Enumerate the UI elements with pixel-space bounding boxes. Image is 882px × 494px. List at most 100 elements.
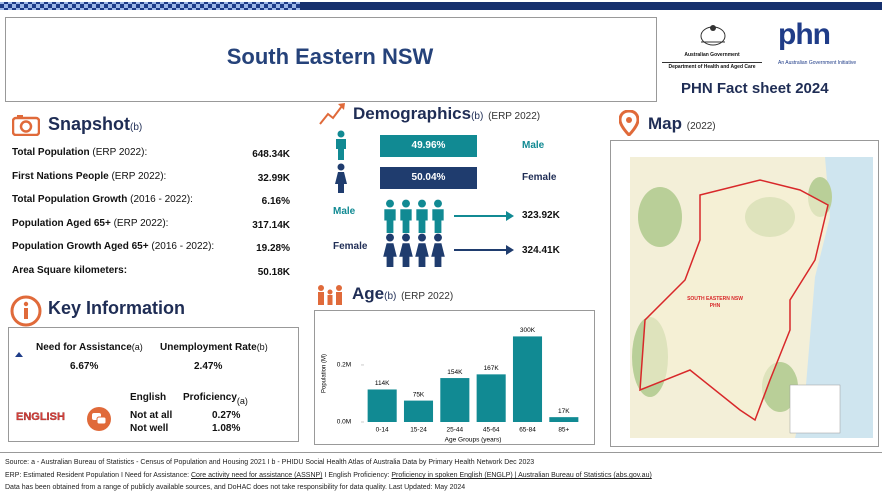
male-figure (384, 199, 396, 233)
male-figure (416, 199, 428, 233)
proficiency-text: Proficiency (183, 392, 237, 403)
snapshot-value: 32.99K (257, 172, 290, 184)
female-icon (335, 163, 347, 193)
proficiency-source: (a) (236, 396, 248, 406)
top-stripe (0, 2, 882, 10)
age-chart: Population (M) Age Groups (years) 0.0M 0.2M… (314, 310, 595, 445)
need-label: Need for Assistance(a) (36, 342, 143, 353)
value-label: 167K (484, 365, 500, 372)
value-label: 17K (558, 408, 570, 415)
page-title: South Eastern NSW (226, 44, 434, 69)
y-axis-title: Population (M) (322, 354, 328, 393)
snapshot-value: 648.34K (252, 149, 290, 160)
snapshot-source: (b) (130, 122, 143, 133)
phn-tagline: An Australian Government Initiative (778, 60, 857, 66)
need-source: (a) (131, 342, 143, 352)
info-icon (10, 295, 42, 327)
map: SOUTH EASTERN NSW PHN (630, 157, 873, 438)
arrow (454, 211, 514, 221)
x-tick-label: 15-24 (410, 427, 427, 434)
female-count-label: Female (333, 241, 368, 252)
key-info-box (8, 327, 299, 442)
male-label: Male (522, 140, 545, 151)
snapshot-label-note: (2016 - 2022): (151, 241, 215, 253)
snapshot-label-note: (2016 - 2022): (130, 194, 193, 206)
map-period: (2022) (686, 121, 716, 132)
proficiency-label: Proficiency(a) (183, 392, 248, 406)
male-count-label: Male (333, 206, 356, 217)
english-row-label: Not at all (130, 410, 173, 421)
snapshot-label-note: (ERP 2022): (92, 147, 148, 158)
speech-icon (87, 407, 111, 431)
y-tick-label: 0.0M (337, 419, 351, 426)
snapshot-title: Snapshot(b) (48, 114, 142, 135)
footer-text: ERP: Estimated Resident Population I Nee… (5, 472, 191, 479)
footer-rule (0, 452, 882, 453)
demographics-title-text: Demographics (353, 104, 472, 123)
male-figure (336, 130, 346, 160)
region-label: PHN (710, 303, 721, 309)
male-figure (432, 199, 444, 233)
female-figure (431, 233, 445, 267)
unemp-source: (b) (256, 342, 268, 352)
unemp-label-text: Unemployment Rate (160, 342, 257, 353)
map-legend (789, 384, 841, 434)
pin-icon (619, 110, 639, 136)
english-label: English (130, 392, 167, 403)
phn-boundary (639, 179, 829, 422)
key-info-title: Key Information (48, 298, 186, 318)
male-people (384, 199, 514, 233)
english-badge: ENGLISH (16, 411, 65, 423)
demographics-title: Demographics(b) (ERP 2022) (353, 104, 540, 124)
snapshot-label: Total Population Growth (2016 - 2022): (12, 194, 193, 205)
snapshot-label-text: First Nations People (12, 170, 109, 182)
value-label: 114K (375, 380, 390, 387)
bar (476, 374, 506, 422)
snapshot-label-text: Total Population (12, 147, 90, 158)
male-count: 323.92K (522, 210, 560, 221)
age-period: (ERP 2022) (401, 291, 454, 302)
snapshot-label-text: Area Square kilometers: (12, 265, 128, 276)
gov-dept: Department of Health and Aged Care (662, 62, 762, 70)
snapshot-label: Total Population (ERP 2022): (12, 147, 147, 158)
fact-sheet-title: PHN Fact sheet 2024 (681, 80, 829, 97)
snapshot-label: First Nations People (ERP 2022): (12, 171, 166, 182)
sort-icon (15, 352, 23, 357)
female-figure (383, 233, 397, 267)
arrow (454, 245, 514, 255)
snapshot-label-note: (ERP 2022): (113, 217, 169, 229)
family-icon (318, 285, 342, 305)
footer-text: I English Proficiency: (322, 472, 392, 479)
snapshot-label-note: (ERP 2022): (111, 170, 167, 182)
english-row-value: 0.27% (212, 410, 241, 421)
snapshot-value: 6.16% (261, 196, 290, 208)
camera-icon (12, 115, 40, 136)
phn-logo: phn (778, 18, 831, 51)
bar (512, 336, 543, 422)
need-label-text: Need for Assistance (36, 342, 132, 353)
english-row-value: 1.08% (212, 423, 241, 434)
demographics-period: (ERP 2022) (488, 111, 541, 122)
footer-link[interactable]: Proficiency in spoken English (ENGLP) | … (391, 472, 652, 479)
bar (403, 400, 434, 422)
crest (700, 25, 726, 46)
footer-definitions: ERP: Estimated Resident Population I Nee… (5, 472, 652, 479)
female-people (383, 233, 514, 267)
value-label: 300K (520, 327, 536, 334)
snapshot-title-text: Snapshot (48, 114, 131, 134)
female-label: Female (522, 172, 557, 183)
snapshot-value: 19.28% (256, 243, 290, 255)
value-label: 75K (413, 391, 425, 398)
female-share: 50.04% (380, 167, 477, 189)
age-title: Age(b) (ERP 2022) (352, 284, 453, 304)
x-axis-title: Age Groups (years) (445, 437, 502, 444)
age-title-text: Age (352, 284, 385, 303)
snapshot-label: Population Aged 65+ (ERP 2022): (12, 218, 168, 229)
footer-link[interactable]: Core activity need for assistance (ASSNP… (191, 472, 323, 479)
header-box (5, 17, 657, 102)
snapshot-label-text: Population Growth Aged 65+ (12, 241, 149, 253)
female-figure (399, 233, 413, 267)
unemp-value: 2.47% (194, 361, 223, 372)
female-count: 324.41K (522, 245, 560, 256)
